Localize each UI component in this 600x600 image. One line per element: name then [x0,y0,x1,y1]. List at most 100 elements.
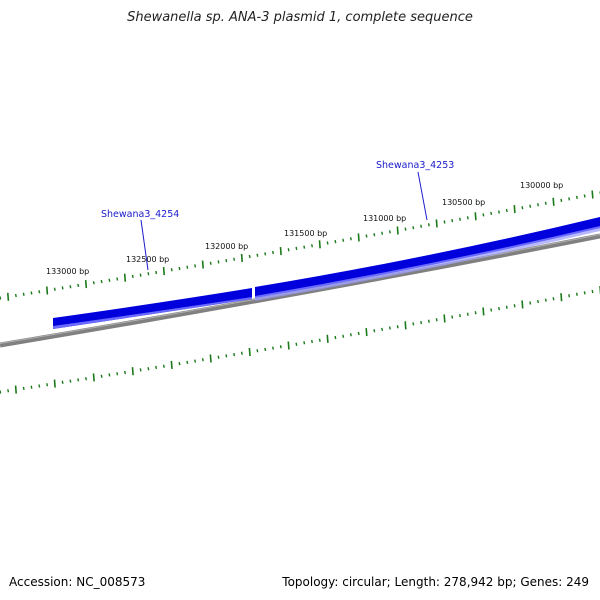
gene-arrow-shewana3-4253[interactable] [255,217,600,298]
minor-tick [116,372,119,376]
minor-tick [490,211,493,216]
minor-tick [69,285,72,289]
major-tick [591,190,594,199]
major-tick [396,226,399,235]
minor-tick [170,268,173,272]
minor-tick [108,373,111,377]
minor-tick [178,266,181,271]
minor-tick [560,198,563,203]
minor-tick [100,279,103,284]
minor-tick [490,308,493,312]
minor-tick [53,287,56,291]
minor-tick [233,257,236,261]
minor-tick [38,384,41,388]
minor-tick [498,306,500,311]
major-tick [560,293,563,302]
minor-tick [240,351,243,355]
minor-tick [85,377,87,381]
tick-label-131000: 131000 bp [363,214,406,223]
minor-tick [77,378,80,382]
minor-tick [92,281,95,285]
minor-tick [388,230,391,234]
major-tick [365,328,368,337]
minor-tick [287,248,290,252]
major-tick [279,247,282,256]
tick-label-130500: 130500 bp [442,198,485,207]
minor-tick [334,239,337,244]
minor-tick [537,203,539,207]
minor-tick [162,364,165,368]
minor-tick [139,368,142,372]
major-tick [162,267,165,276]
minor-tick [552,297,555,301]
tick-label-132000: 132000 bp [205,242,248,251]
major-tick [209,354,212,363]
major-tick [170,360,173,369]
minor-tick [303,341,306,345]
minor-tick [131,274,134,279]
major-tick [123,273,127,282]
major-tick [131,367,134,376]
minor-tick [349,333,352,337]
minor-tick [544,201,547,205]
minor-tick [155,270,158,275]
minor-tick [61,286,64,290]
minor-tick [279,345,282,349]
tick-label-132500: 132500 bp [126,255,169,264]
minor-tick [459,217,461,221]
minor-tick [256,253,259,257]
minor-tick [513,304,516,308]
major-tick [53,379,56,388]
minor-tick [591,289,594,294]
minor-tick [498,210,500,214]
minor-tick [575,195,578,200]
major-tick [521,300,524,309]
minor-tick [451,218,454,223]
major-tick [482,307,485,316]
minor-tick [256,349,259,353]
major-tick [552,197,555,206]
minor-tick [568,294,571,298]
minor-tick [505,208,508,213]
major-tick [92,373,95,382]
minor-tick [186,265,189,269]
minor-tick [22,386,25,391]
minor-tick [209,261,212,265]
major-tick [326,334,329,343]
minor-tick [318,338,321,342]
minor-tick [404,227,407,231]
major-tick [443,314,446,323]
minor-tick [396,325,399,329]
minor-tick [201,358,204,362]
minor-tick [529,301,532,305]
minor-tick [583,291,586,295]
minor-tick [147,272,150,276]
minor-tick [147,367,150,371]
minor-tick [466,216,469,220]
minor-tick [217,355,220,359]
gene-arrow-shewana3-4254[interactable] [53,288,252,329]
minor-tick [155,365,158,370]
minor-tick [482,213,485,217]
minor-tick [116,277,119,281]
gene-label-shewana3-4254[interactable]: Shewana3_4254 [101,209,179,220]
minor-tick [342,334,345,338]
minor-tick [357,331,360,336]
gene-label-shewana3-4253[interactable]: Shewana3_4253 [376,160,454,171]
minor-tick [381,231,384,235]
minor-tick [505,305,508,309]
map-title: Shewanella sp. ANA-3 plasmid 1, complete… [127,10,473,25]
minor-tick [311,244,313,248]
minor-tick [0,390,2,394]
major-tick [404,321,407,330]
minor-tick [412,226,415,230]
minor-tick [100,374,103,378]
minor-tick [451,315,454,319]
minor-tick [272,346,274,350]
major-tick [513,205,516,214]
minor-tick [537,299,539,304]
minor-tick [14,293,17,298]
tick-label-133000: 133000 bp [46,267,89,276]
minor-tick [69,379,72,383]
